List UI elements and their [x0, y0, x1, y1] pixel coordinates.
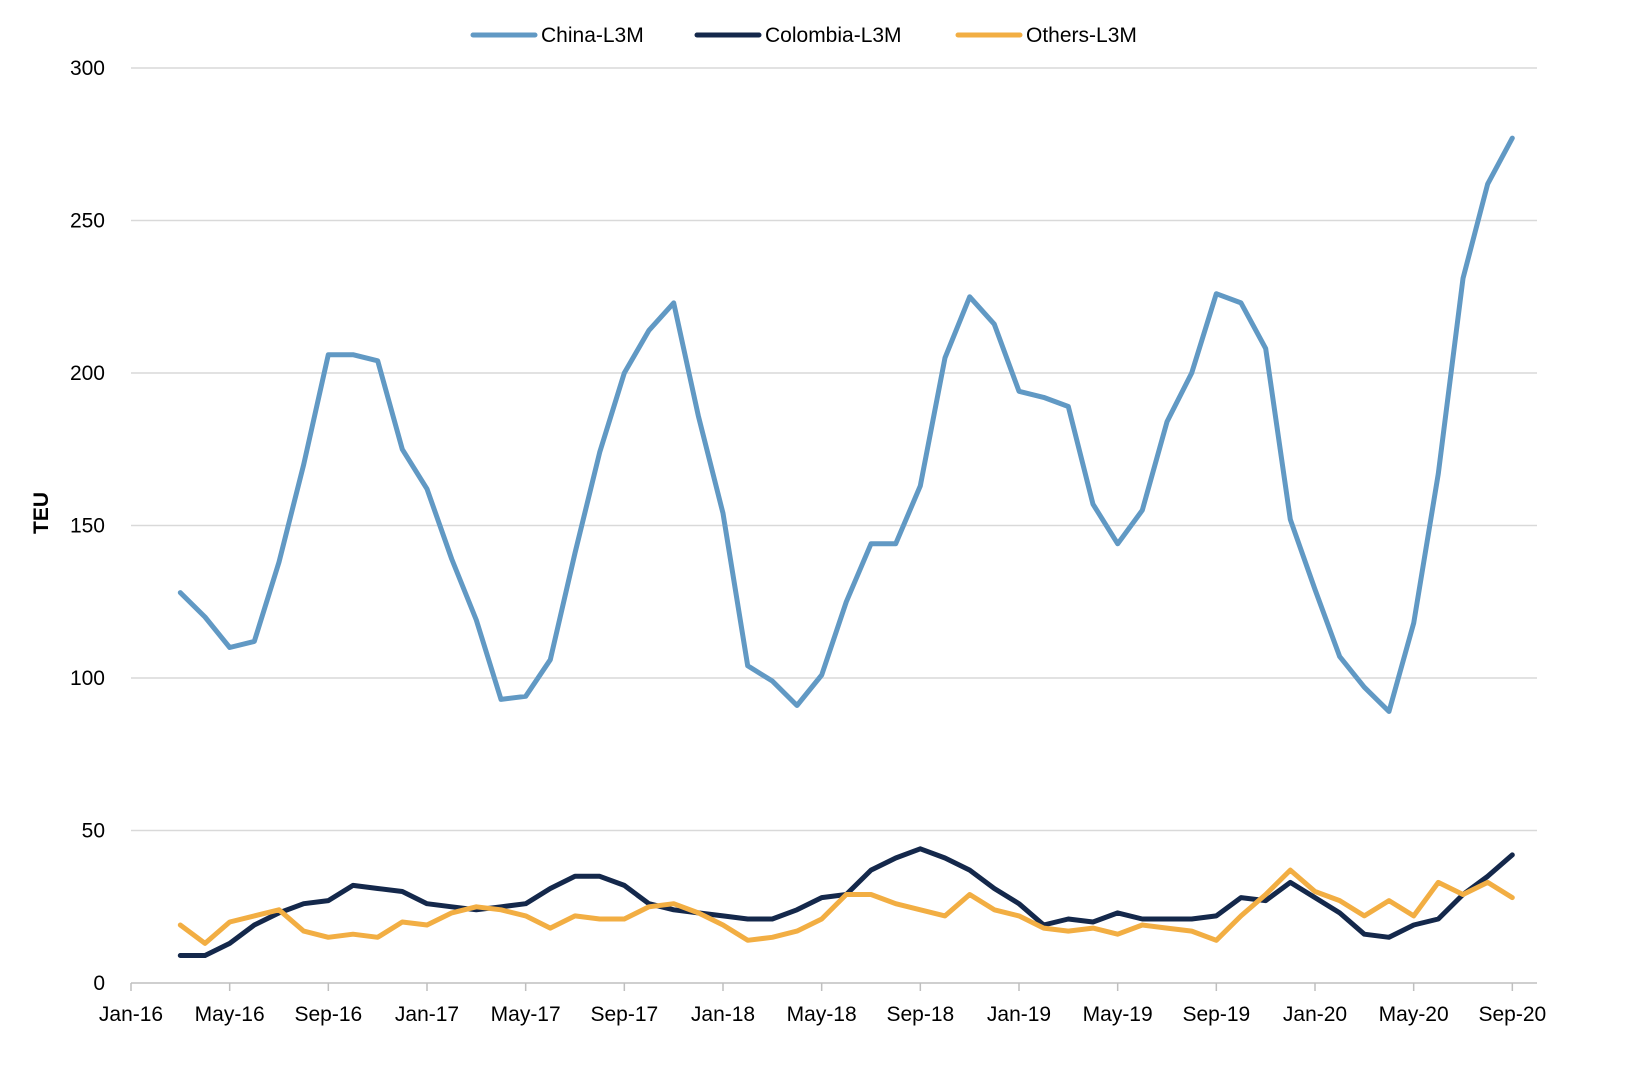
x-tick-label: Sep-17 [590, 1003, 658, 1026]
x-tick-label: Sep-16 [294, 1003, 362, 1026]
x-tick-label: Sep-20 [1478, 1003, 1546, 1026]
x-tick-label: Sep-18 [886, 1003, 954, 1026]
series-line-china-l3m [177, 135, 1515, 714]
x-tick-label: May-17 [491, 1003, 561, 1026]
y-axis-title: TEU [30, 492, 53, 534]
x-tick-label: May-18 [787, 1003, 857, 1026]
legend-label-colombia-l3m: Colombia-L3M [765, 24, 902, 47]
x-tick-label: Jan-19 [987, 1003, 1051, 1026]
gridlines [131, 67, 1537, 832]
x-tick-label: May-20 [1379, 1003, 1449, 1026]
x-tick-label: Jan-17 [395, 1003, 459, 1026]
y-tick-label: 150 [70, 515, 105, 538]
series-line-colombia-l3m [177, 846, 1515, 958]
legend-label-others-l3m: Others-L3M [1026, 24, 1137, 47]
x-tick-label: Jan-18 [691, 1003, 755, 1026]
y-tick-label: 300 [70, 57, 105, 80]
x-tick-label: Jan-20 [1283, 1003, 1347, 1026]
series-lines [177, 135, 1515, 958]
x-tick-label: May-19 [1083, 1003, 1153, 1026]
x-tick-label: Jan-16 [99, 1003, 163, 1026]
series-line-others-l3m [177, 867, 1515, 946]
y-tick-label: 250 [70, 210, 105, 233]
y-tick-label: 100 [70, 667, 105, 690]
y-tick-label: 0 [93, 972, 105, 995]
legend: China-L3M Colombia-L3M Others-L3M [470, 24, 1137, 47]
axes: 0 50 100 150 200 250 300 Jan-16 May-16 Sep-16 Jan-… [70, 57, 1546, 1026]
y-tick-label: 50 [82, 820, 105, 843]
y-tick-label: 200 [70, 362, 105, 385]
x-tick-label: Sep-19 [1182, 1003, 1250, 1026]
x-tick-label: May-16 [195, 1003, 265, 1026]
legend-label-china-l3m: China-L3M [541, 24, 644, 47]
